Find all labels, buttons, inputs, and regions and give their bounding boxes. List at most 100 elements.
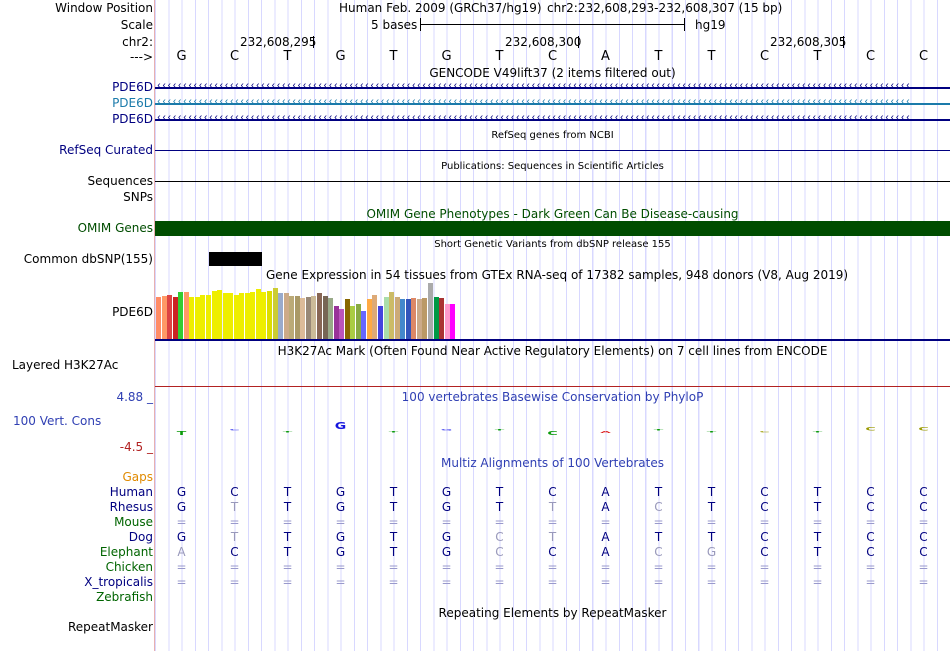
gtex-bar[interactable] — [172, 297, 178, 339]
gtex-bar[interactable] — [355, 304, 361, 339]
aligned-base: T — [548, 500, 557, 514]
aligned-base: = — [176, 560, 187, 574]
track-label-species[interactable]: Rhesus — [109, 500, 153, 514]
gtex-bar[interactable] — [405, 299, 411, 339]
gtex-bar[interactable] — [189, 297, 195, 339]
label-scale: Scale — [120, 18, 153, 32]
gtex-bar[interactable] — [400, 299, 406, 339]
gencode-transcript-2[interactable] — [155, 103, 950, 105]
gtex-bar[interactable] — [328, 298, 333, 339]
gtex-bar[interactable] — [444, 304, 450, 339]
gtex-bar[interactable] — [156, 297, 161, 339]
track-label-gtex[interactable]: PDE6D — [112, 305, 153, 319]
gtex-bar[interactable] — [383, 297, 389, 339]
aligned-base: T — [548, 530, 557, 544]
aligned-base: = — [494, 560, 505, 574]
gtex-bar[interactable] — [378, 306, 383, 339]
refseq-line[interactable] — [155, 150, 950, 151]
track-label-species[interactable]: Zebrafish — [96, 590, 153, 604]
gtex-bar[interactable] — [305, 297, 311, 339]
gtex-bar[interactable] — [389, 292, 395, 339]
gtex-bar[interactable] — [350, 306, 356, 339]
pubs-line[interactable] — [155, 181, 950, 182]
gtex-bar[interactable] — [194, 297, 200, 339]
gtex-bar[interactable] — [311, 296, 317, 339]
gtex-bar[interactable] — [339, 309, 345, 339]
position-text: chr2:232,608,293-232,608,307 (15 bp) — [547, 1, 783, 15]
gtex-bar[interactable] — [316, 293, 322, 339]
aligned-base: = — [918, 560, 929, 574]
phylop-base: C — [759, 431, 770, 433]
track-label-gaps[interactable]: Gaps — [122, 470, 153, 484]
track-label-pde6d-2[interactable]: PDE6D — [112, 96, 153, 110]
track-label-refseq[interactable]: RefSeq Curated — [59, 143, 153, 157]
gtex-bar[interactable] — [422, 298, 428, 339]
gtex-bar[interactable] — [416, 299, 422, 339]
track-label-species[interactable]: Human — [109, 485, 153, 499]
gtex-bar[interactable] — [433, 297, 439, 339]
gtex-bar[interactable] — [278, 293, 284, 339]
gencode-transcript-3[interactable] — [155, 119, 950, 121]
track-label-cons[interactable]: 100 Vert. Cons — [13, 414, 102, 428]
gtex-bar[interactable] — [161, 296, 167, 339]
aligned-base: = — [547, 515, 558, 529]
track-label-species[interactable]: Elephant — [99, 545, 153, 559]
gtex-bar[interactable] — [239, 293, 245, 339]
gtex-bar[interactable] — [394, 297, 400, 339]
track-label-snps[interactable]: SNPs — [123, 190, 153, 204]
coord-tick — [578, 36, 579, 48]
gtex-bar[interactable] — [439, 298, 445, 339]
track-label-dbsnp[interactable]: Common dbSNP(155) — [23, 252, 153, 266]
track-label-omim[interactable]: OMIM Genes — [77, 221, 153, 235]
gtex-bar[interactable] — [300, 298, 306, 339]
coord-tick — [843, 36, 844, 48]
gtex-bar[interactable] — [222, 293, 228, 339]
phylop-letter: G — [319, 421, 363, 431]
gtex-bar[interactable] — [267, 291, 272, 339]
gtex-bar[interactable] — [255, 289, 261, 339]
gtex-bar[interactable] — [178, 292, 184, 339]
gtex-bar[interactable] — [372, 295, 378, 339]
track-label-sequences[interactable]: Sequences — [87, 174, 153, 188]
gtex-bar[interactable] — [250, 292, 256, 339]
gtex-bar[interactable] — [322, 296, 328, 339]
gtex-bar[interactable] — [244, 293, 250, 339]
aligned-base: T — [813, 530, 822, 544]
gtex-bar[interactable] — [361, 311, 367, 339]
track-label-species[interactable]: Chicken — [105, 560, 153, 574]
gtex-bar[interactable] — [344, 299, 350, 339]
track-label-repeatmasker[interactable]: RepeatMasker — [67, 620, 153, 634]
gtex-bar[interactable] — [167, 295, 173, 339]
gtex-bar[interactable] — [289, 296, 295, 339]
gtex-bar[interactable] — [283, 293, 289, 339]
gtex-bar[interactable] — [366, 299, 372, 339]
gtex-bar[interactable] — [205, 295, 211, 339]
phylop-letter: C — [849, 427, 893, 432]
phylop-base: C — [865, 426, 876, 431]
gtex-bar[interactable] — [233, 295, 239, 339]
gtex-bar[interactable] — [272, 288, 278, 339]
gtex-bar[interactable] — [211, 291, 217, 339]
track-label-h3k27ac[interactable]: Layered H3K27Ac — [12, 358, 119, 372]
aligned-base: = — [653, 515, 664, 529]
dbsnp-variant[interactable] — [209, 252, 262, 266]
gtex-bar[interactable] — [261, 292, 267, 339]
omim-gene-bar[interactable] — [155, 221, 950, 236]
track-label-species[interactable]: X_tropicalis — [84, 575, 153, 589]
track-label-species[interactable]: Mouse — [114, 515, 153, 529]
gtex-bar[interactable] — [333, 306, 339, 339]
gtex-bar[interactable] — [200, 295, 206, 339]
gtex-bar[interactable] — [450, 304, 456, 339]
gtex-bar[interactable] — [427, 283, 433, 339]
phylop-base: C — [547, 431, 558, 437]
gtex-bar[interactable] — [217, 290, 223, 339]
track-label-species[interactable]: Dog — [128, 530, 153, 544]
aligned-base: T — [283, 485, 292, 499]
track-label-pde6d-1[interactable]: PDE6D — [112, 80, 153, 94]
gtex-bar[interactable] — [183, 292, 189, 339]
gtex-bar[interactable] — [294, 296, 300, 339]
gencode-transcript-1[interactable] — [155, 87, 950, 89]
gtex-bar[interactable] — [411, 298, 417, 339]
gtex-bar[interactable] — [228, 293, 234, 339]
track-label-pde6d-3[interactable]: PDE6D — [112, 112, 153, 126]
